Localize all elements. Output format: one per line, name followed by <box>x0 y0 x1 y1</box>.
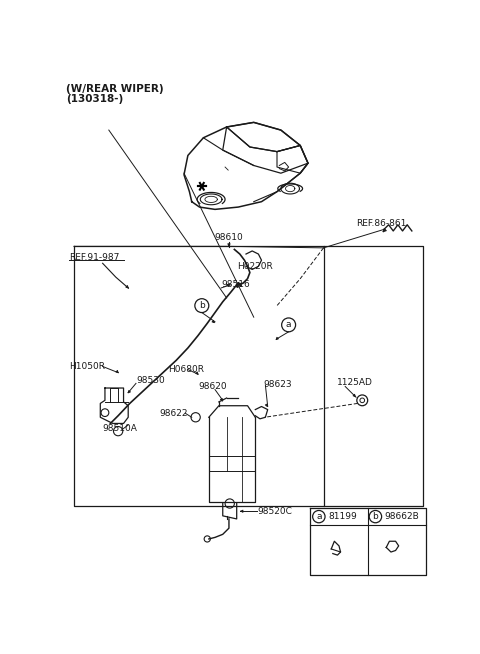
Text: (W/REAR WIPER): (W/REAR WIPER) <box>66 84 164 94</box>
Text: 98520C: 98520C <box>258 507 292 516</box>
Text: 1125AD: 1125AD <box>337 378 373 387</box>
Text: H0220R: H0220R <box>237 262 273 271</box>
Text: 98610: 98610 <box>215 233 243 243</box>
Text: 98530: 98530 <box>136 376 165 385</box>
Text: 98662B: 98662B <box>385 512 420 521</box>
Text: H1050R: H1050R <box>69 362 105 371</box>
Text: 98620: 98620 <box>198 382 227 391</box>
Text: H0680R: H0680R <box>168 365 204 374</box>
Text: 98622: 98622 <box>159 409 188 418</box>
Text: b: b <box>372 512 378 521</box>
Text: REF.91-987: REF.91-987 <box>69 252 120 262</box>
Text: 98510A: 98510A <box>103 424 137 432</box>
Text: b: b <box>199 301 204 310</box>
Text: a: a <box>286 320 291 330</box>
Text: (130318-): (130318-) <box>66 94 123 103</box>
Text: REF.86-861: REF.86-861 <box>356 218 407 228</box>
Text: 98623: 98623 <box>263 381 292 389</box>
Text: a: a <box>316 512 322 521</box>
Text: 81199: 81199 <box>328 512 357 521</box>
Text: 98516: 98516 <box>221 281 250 289</box>
